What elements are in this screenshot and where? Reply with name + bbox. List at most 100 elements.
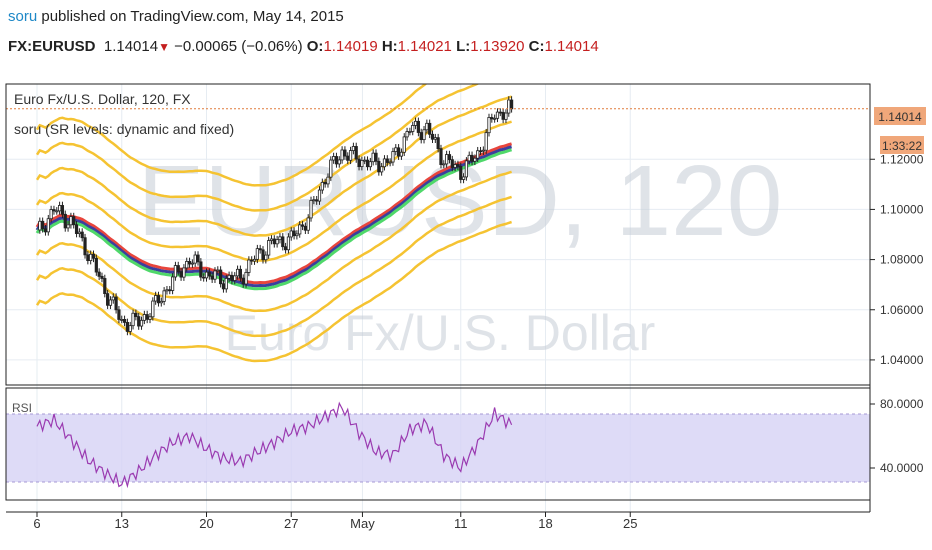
candle-body xyxy=(281,236,285,248)
candle-body xyxy=(46,218,50,233)
watermark: EURUSD, 120 Euro Fx/U.S. Dollar xyxy=(138,145,783,361)
candle-body xyxy=(227,274,231,279)
candle-body xyxy=(219,269,223,285)
candle-body xyxy=(179,271,183,278)
price-tick-label: 1.08000 xyxy=(880,253,924,267)
time-tick-label: 6 xyxy=(33,516,40,531)
candle-body xyxy=(360,159,364,168)
candle-body xyxy=(416,120,420,133)
candle-body xyxy=(377,160,381,173)
time-tick-label: 13 xyxy=(115,516,129,531)
candle-body xyxy=(329,159,333,178)
candle-body xyxy=(41,220,45,230)
candle-body xyxy=(134,312,138,318)
candle-body xyxy=(269,238,274,241)
rsi-panel xyxy=(6,401,870,489)
candle-body xyxy=(247,259,251,273)
candle-body xyxy=(131,312,135,327)
candle-body xyxy=(241,277,245,285)
chart-legend-title: Euro Fx/U.S. Dollar, 120, FX xyxy=(14,91,191,107)
candle-body xyxy=(374,152,378,162)
candle-body xyxy=(244,272,248,285)
chart-canvas[interactable]: EURUSD, 120 Euro Fx/U.S. Dollar 1.040001… xyxy=(0,80,932,550)
last-price: 1.14014 xyxy=(103,38,159,55)
candle-body xyxy=(52,209,56,212)
candle-body xyxy=(154,295,158,302)
candle-body xyxy=(487,117,491,134)
candle-body xyxy=(255,248,259,260)
candle-body xyxy=(122,319,127,323)
candle-body xyxy=(442,163,446,166)
candle-body xyxy=(148,316,152,320)
candle-body xyxy=(340,149,344,161)
candle-body xyxy=(425,122,429,131)
candle-body xyxy=(128,325,132,332)
candle-body xyxy=(346,155,350,161)
candle-body xyxy=(286,236,291,251)
candle-body xyxy=(292,230,296,237)
time-axis: 6 13 20 27 May 11 18 25 xyxy=(33,512,637,531)
candle-body xyxy=(464,160,469,178)
candle-body xyxy=(49,209,53,220)
candle-body xyxy=(58,205,62,212)
candle-body xyxy=(315,199,319,202)
candle-body xyxy=(72,216,76,226)
down-arrow-icon: ▼ xyxy=(158,40,170,54)
candle-body xyxy=(445,154,449,165)
candle-body xyxy=(74,224,79,234)
candle-body xyxy=(363,159,367,162)
candle-body xyxy=(238,268,242,279)
time-tick-label: May xyxy=(350,516,375,531)
candle-body xyxy=(334,156,339,165)
ma-green-line xyxy=(35,148,513,291)
candle-body xyxy=(252,258,257,262)
moving-averages xyxy=(35,142,513,291)
rsi-tick-label: 40.0000 xyxy=(880,461,924,475)
symbol-label[interactable]: FX:EURUSD xyxy=(8,38,96,55)
candle-body xyxy=(371,152,375,163)
open-label: O: xyxy=(306,38,324,55)
candle-body xyxy=(385,158,389,163)
candle-body xyxy=(114,296,118,311)
candle-body xyxy=(498,111,502,114)
candle-body xyxy=(467,154,471,162)
sr-level-line xyxy=(35,170,512,313)
candle-body xyxy=(69,216,73,226)
rsi-legend: RSI xyxy=(12,401,32,415)
candle-body xyxy=(77,231,81,234)
candle-body xyxy=(97,271,101,277)
candle-body xyxy=(224,278,228,290)
candle-body xyxy=(413,120,418,126)
candle-body xyxy=(199,261,203,278)
author-link[interactable]: soru xyxy=(8,8,38,25)
close-label: C: xyxy=(528,38,545,55)
time-tick-label: 18 xyxy=(538,516,552,531)
candle-body xyxy=(439,148,443,165)
candle-body xyxy=(230,274,234,281)
candle-body xyxy=(501,111,505,120)
candle-body xyxy=(320,181,324,191)
candle-body xyxy=(86,254,90,262)
rsi-axis: 40.0000 80.0000 xyxy=(870,397,924,475)
candle-body xyxy=(207,271,211,277)
candle-body xyxy=(337,159,341,165)
candle-body xyxy=(306,217,310,231)
candle-body xyxy=(83,237,87,256)
candle-body xyxy=(182,267,186,278)
candle-body xyxy=(447,154,452,161)
candle-body xyxy=(380,166,384,173)
last-price-badge: 1.14014 xyxy=(874,107,926,125)
candle-body xyxy=(89,253,93,262)
sr-level-line xyxy=(35,84,481,212)
candle-body xyxy=(402,136,406,153)
candle-body xyxy=(391,151,395,163)
candle-body xyxy=(202,276,206,279)
candle-body xyxy=(405,131,409,138)
sr-level-line xyxy=(35,84,428,187)
candle-body xyxy=(348,150,353,161)
low-value: 1.13920 xyxy=(470,38,525,55)
rsi-tick-label: 80.0000 xyxy=(880,397,924,411)
candle-body xyxy=(120,319,124,321)
candle-body xyxy=(168,289,172,292)
candle-body xyxy=(461,176,466,180)
